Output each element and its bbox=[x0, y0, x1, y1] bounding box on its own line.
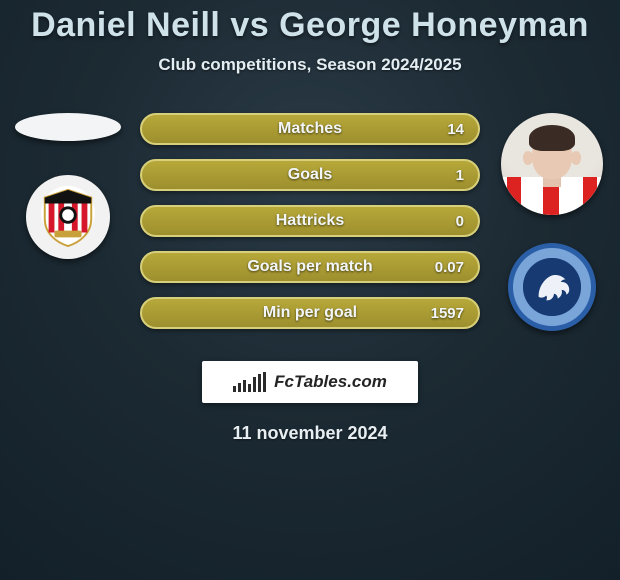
stat-bar-row: Hattricks0 bbox=[140, 205, 480, 237]
title-player2: George Honeyman bbox=[279, 6, 589, 44]
logo-bar-segment bbox=[263, 372, 266, 392]
millwall-crest-icon bbox=[508, 243, 596, 331]
fctables-logo-icon bbox=[233, 372, 266, 392]
player1-avatar-placeholder bbox=[15, 113, 121, 141]
stat-bar-label: Min per goal bbox=[142, 304, 478, 322]
logo-bar-segment bbox=[258, 374, 261, 392]
infographic-root: Daniel Neill vs George Honeyman Club com… bbox=[0, 0, 620, 580]
logo-bar-segment bbox=[233, 386, 236, 392]
stat-bar-value-right: 1 bbox=[456, 167, 464, 184]
stat-bar-value-right: 0 bbox=[456, 213, 464, 230]
logo-bar-segment bbox=[248, 384, 251, 392]
stat-bar-label: Goals bbox=[142, 166, 478, 184]
watermark-text: FcTables.com bbox=[274, 372, 387, 392]
player2-avatar-icon bbox=[501, 113, 603, 215]
stat-bar-row: Goals1 bbox=[140, 159, 480, 191]
subtitle: Club competitions, Season 2024/2025 bbox=[0, 55, 620, 75]
title-vs: vs bbox=[230, 6, 269, 44]
page-title: Daniel Neill vs George Honeyman bbox=[0, 6, 620, 45]
stat-bar-value-right: 14 bbox=[447, 121, 464, 138]
sunderland-crest-svg bbox=[37, 186, 99, 248]
logo-bar-segment bbox=[253, 377, 256, 392]
fctables-watermark: FcTables.com bbox=[202, 361, 418, 403]
millwall-lion-svg bbox=[529, 264, 575, 310]
stat-bar-row: Goals per match0.07 bbox=[140, 251, 480, 283]
stat-bar-row: Matches14 bbox=[140, 113, 480, 145]
stat-bar-value-right: 1597 bbox=[431, 305, 464, 322]
stat-bars: Matches14 Goals1 Hattricks0 Goals per match… bbox=[140, 113, 480, 343]
stat-bar-label: Goals per match bbox=[142, 258, 478, 276]
date-label: 11 november 2024 bbox=[0, 423, 620, 444]
stat-bar-label: Hattricks bbox=[142, 212, 478, 230]
comparison-area: Matches14 Goals1 Hattricks0 Goals per match… bbox=[0, 113, 620, 353]
left-column bbox=[8, 113, 128, 259]
sunderland-crest-icon bbox=[26, 175, 110, 259]
stat-bar-value-right: 0.07 bbox=[435, 259, 464, 276]
stat-bar-label: Matches bbox=[142, 120, 478, 138]
stat-bar-row: Min per goal1597 bbox=[140, 297, 480, 329]
right-column bbox=[492, 113, 612, 331]
title-player1: Daniel Neill bbox=[31, 6, 220, 44]
logo-bar-segment bbox=[243, 380, 246, 392]
logo-bar-segment bbox=[238, 383, 241, 392]
